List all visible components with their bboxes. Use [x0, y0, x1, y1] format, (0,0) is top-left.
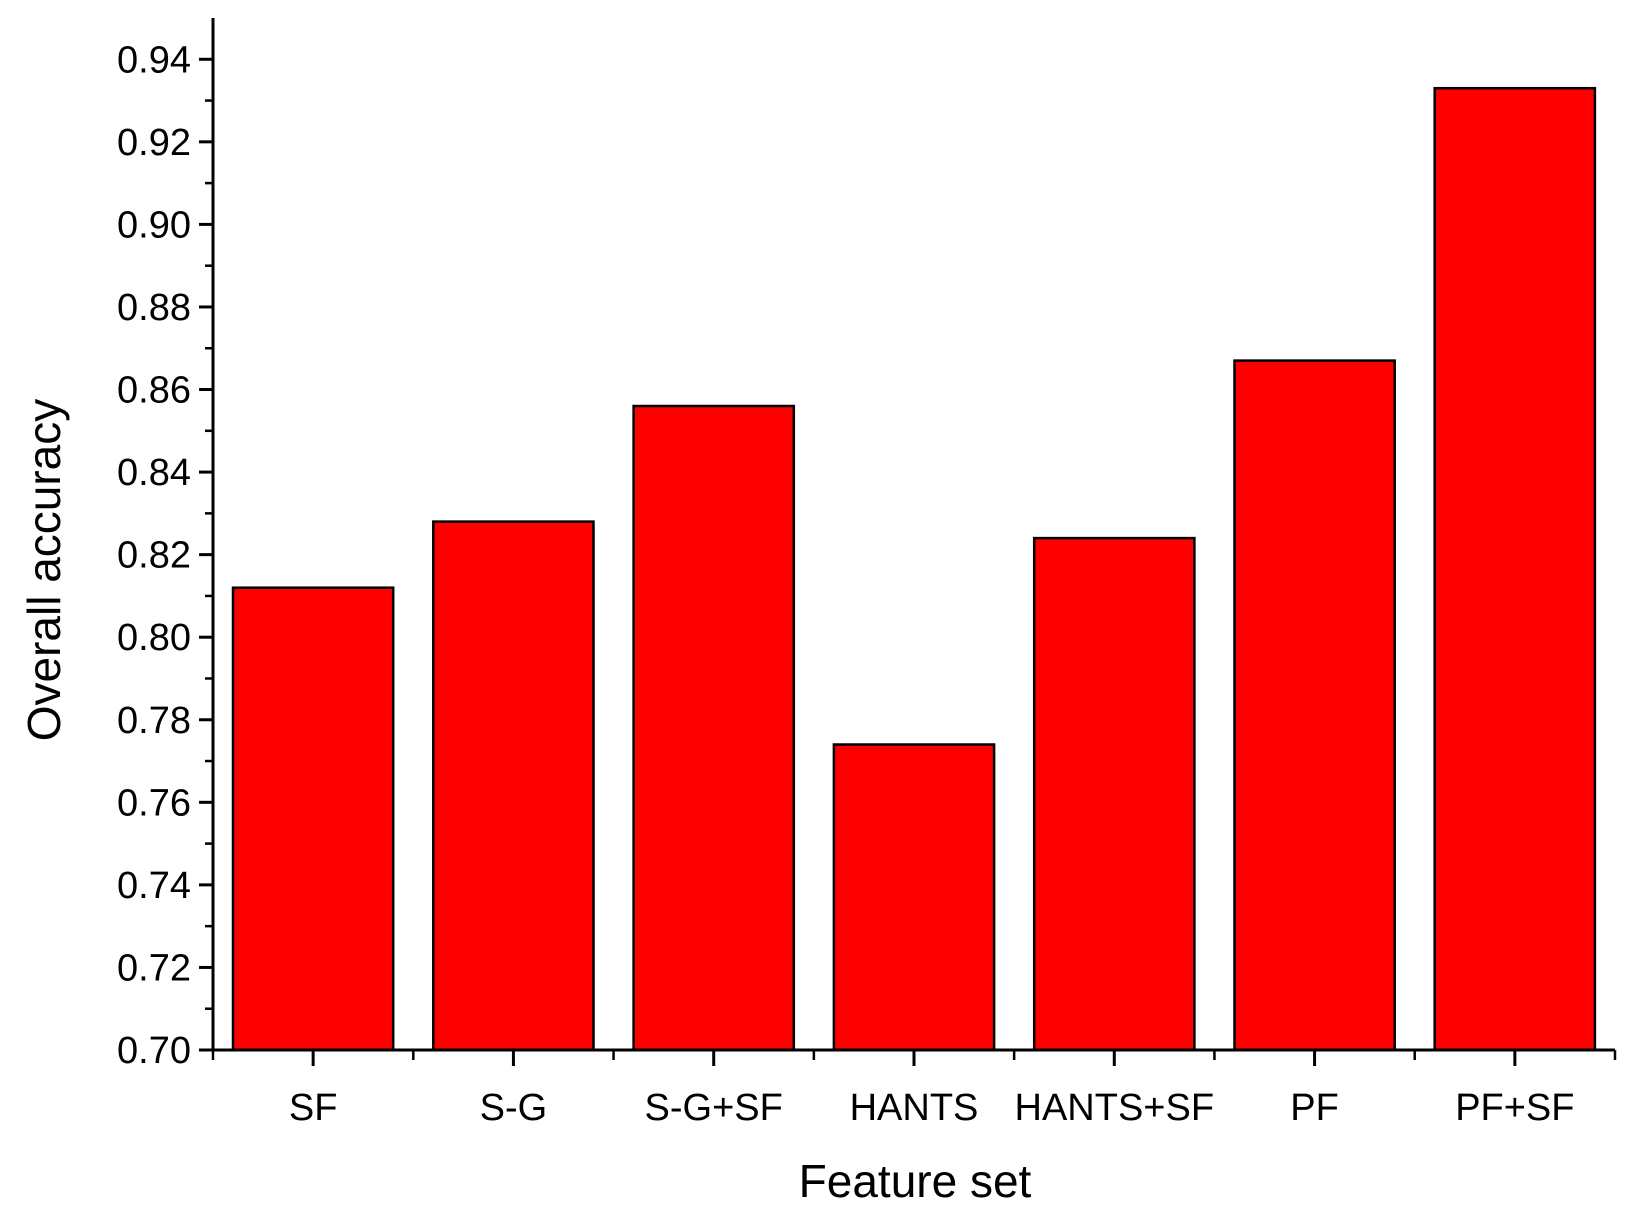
bar-hants-sf	[1032, 536, 1196, 1052]
bar-hants	[832, 743, 996, 1052]
y-tick-label: 0.70	[117, 1030, 191, 1072]
y-tick-label: 0.94	[117, 39, 191, 81]
bars-layer	[231, 86, 1597, 1052]
x-tick-label: S-G	[480, 1087, 548, 1129]
y-tick-label: 0.92	[117, 122, 191, 164]
x-tick-label: HANTS	[850, 1087, 979, 1129]
y-tick-label: 0.74	[117, 865, 191, 907]
y-tick-label: 0.72	[117, 947, 191, 989]
bar-s-g	[432, 520, 595, 1052]
y-tick-label: 0.78	[117, 700, 191, 742]
x-tick-label: PF	[1290, 1087, 1339, 1129]
x-tick-label: PF+SF	[1455, 1087, 1574, 1129]
bar-pf	[1233, 359, 1396, 1052]
y-tick-label: 0.82	[117, 535, 191, 577]
x-tick-label: SF	[289, 1087, 338, 1129]
y-tick-label: 0.80	[117, 617, 191, 659]
x-tick-label: S-G+SF	[645, 1087, 783, 1129]
bar-sf	[231, 586, 395, 1052]
y-tick-label: 0.88	[117, 287, 191, 329]
x-axis-title: Feature set	[799, 1155, 1032, 1207]
x-tick-label: HANTS+SF	[1015, 1087, 1215, 1129]
y-tick-label: 0.76	[117, 782, 191, 824]
y-tick-label: 0.86	[117, 370, 191, 412]
bar-pf-sf	[1433, 86, 1597, 1052]
y-tick-label: 0.84	[117, 452, 191, 494]
y-tick-label: 0.90	[117, 204, 191, 246]
axes-layer	[199, 18, 1617, 1066]
y-axis-title: Overall accuracy	[18, 399, 70, 742]
labels-layer: Feature set Overall accuracy 0.70 0.72 0.7…	[18, 39, 1575, 1207]
bar-s-g-sf	[632, 404, 796, 1052]
